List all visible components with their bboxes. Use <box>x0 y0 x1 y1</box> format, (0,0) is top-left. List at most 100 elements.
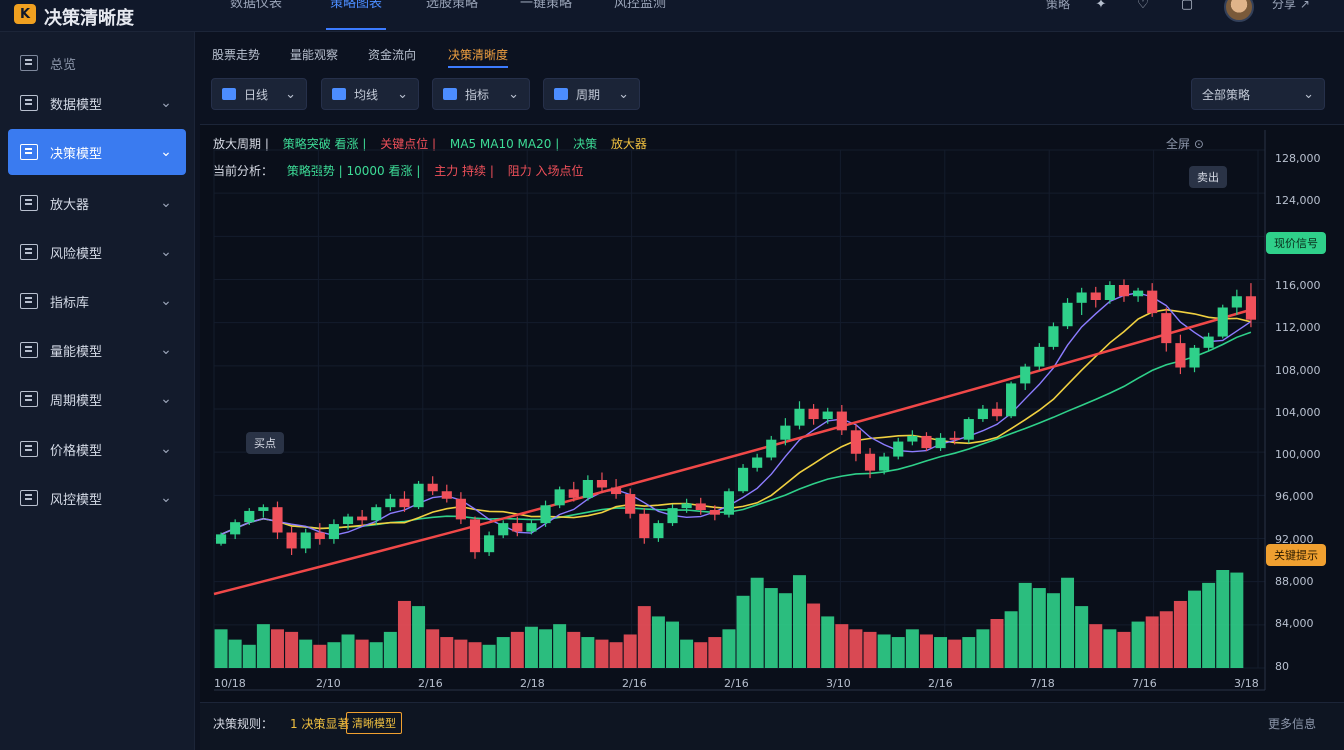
price-tick-label: 100,000 <box>1275 448 1321 462</box>
candle-body <box>512 523 523 532</box>
volume-bar <box>1046 593 1060 668</box>
volume-bar <box>637 606 651 668</box>
candle-body <box>385 498 396 508</box>
volume-bar <box>778 593 792 668</box>
nav-tab-strategy-chart[interactable]: 策略图表 <box>325 0 387 30</box>
subtab-stock-trend[interactable]: 股票走势 <box>212 48 261 62</box>
volume-bar <box>962 637 976 668</box>
candle-body <box>215 534 227 544</box>
chevron-down-icon: ⌄ <box>160 95 172 111</box>
grid-icon <box>20 95 38 111</box>
avatar[interactable] <box>1224 0 1254 22</box>
legend-item: 决策 <box>573 137 598 151</box>
volume-bar <box>468 642 482 668</box>
time-tick-label: 7/16 <box>1132 677 1157 690</box>
sidebar-item-volume-model[interactable]: 量能模型 ⌄ <box>8 327 186 373</box>
candle-body <box>667 508 678 524</box>
nav-tab-risk-monitor[interactable]: 风控监测 <box>614 0 667 11</box>
candle-body <box>893 441 904 457</box>
bottom-status-bar: 决策规则： 1 决策显著 清晰模型 更多信息 <box>200 702 1344 750</box>
legend-item: 主力 持续 | <box>434 164 494 178</box>
volume-bar <box>270 629 284 668</box>
candle-body <box>1189 347 1200 368</box>
sidebar-item-label: 风险模型 <box>50 246 103 262</box>
filter-indicator-dropdown[interactable]: 指标 ⌄ <box>432 78 530 110</box>
filter-cycle-dropdown[interactable]: 周期 ⌄ <box>543 78 640 110</box>
candle-body <box>1175 343 1186 368</box>
price-tick-label: 108,000 <box>1275 363 1321 377</box>
message-icon[interactable]: ▢ <box>1180 0 1194 12</box>
sidebar-item-cycle-model[interactable]: 周期模型 ⌄ <box>8 376 186 422</box>
home-icon <box>20 55 38 71</box>
candle-body <box>568 489 579 498</box>
buy-point-tag[interactable]: 买点 <box>246 432 284 454</box>
candle-body <box>469 519 481 553</box>
price-tick-label: 116,000 <box>1275 278 1321 292</box>
volume-bar <box>1018 582 1032 668</box>
sidebar-header[interactable]: 总览 <box>8 40 186 86</box>
candle-body <box>1076 292 1087 303</box>
volume-bar <box>567 631 581 668</box>
volume-bar <box>905 629 919 668</box>
nav-tab-data-dashboard[interactable]: 数据仪表 <box>230 0 283 11</box>
time-tick-label: 2/16 <box>622 677 647 690</box>
sidebar-item-risk-control[interactable]: 风控模型 ⌄ <box>8 475 186 521</box>
candle-body <box>879 456 890 471</box>
price-tick-label: 104,000 <box>1275 405 1321 419</box>
filter-all-strategies-dropdown[interactable]: 全部策略 ⌄ <box>1191 78 1325 110</box>
fullscreen-button[interactable]: 全屏 ⊙ <box>1166 137 1204 151</box>
volume-bar <box>651 616 665 668</box>
candle-body <box>1231 296 1242 308</box>
sidebar-item-risk-model[interactable]: 风险模型 ⌄ <box>8 229 186 275</box>
sidebar-item-price-model[interactable]: 价格模型 ⌄ <box>8 426 186 472</box>
volume-bar <box>821 616 835 668</box>
legend-item: 放大周期 | <box>213 137 269 151</box>
tools-icon[interactable]: ✦ <box>1095 0 1107 12</box>
subtab-capital-flow[interactable]: 资金流向 <box>368 48 417 62</box>
volume-bar <box>553 624 567 668</box>
candle-body <box>780 425 791 440</box>
filter-daily-dropdown[interactable]: 日线 ⌄ <box>211 78 307 110</box>
filter-label: 均线 <box>354 87 379 102</box>
candle-body <box>286 532 297 549</box>
candle-body <box>737 467 749 492</box>
model-badge[interactable]: 清晰模型 <box>346 712 402 734</box>
candle-body <box>625 494 636 514</box>
time-tick-label: 2/16 <box>418 677 443 690</box>
candle-body <box>1048 326 1059 347</box>
volume-bar <box>1089 624 1103 668</box>
candle-body <box>695 503 706 510</box>
location-icon[interactable]: ♡ <box>1137 0 1149 12</box>
strategy-menu[interactable]: 策略 <box>1046 0 1071 11</box>
chevron-down-icon: ⌄ <box>397 86 408 102</box>
volume-bar <box>1145 616 1159 668</box>
volume-bar <box>1032 588 1046 668</box>
candle-body <box>300 532 311 549</box>
sell-point-tag[interactable]: 卖出 <box>1189 166 1227 188</box>
candle-body <box>1090 292 1101 300</box>
candle-body <box>314 532 325 540</box>
sidebar-item-decision-model[interactable]: 决策模型 ⌄ <box>8 129 186 175</box>
chevron-down-icon: ⌄ <box>160 391 172 407</box>
app-title: 决策清晰度 <box>44 8 134 29</box>
price-tick-label: 128,000 <box>1275 152 1321 165</box>
subtab-volume[interactable]: 量能观察 <box>290 48 339 62</box>
sidebar-item-indicator-library[interactable]: 指标库 ⌄ <box>8 278 186 324</box>
chevron-down-icon: ⌄ <box>160 342 172 358</box>
sidebar-item-label: 数据模型 <box>50 97 103 113</box>
volume-bar <box>1159 611 1173 668</box>
more-info-link[interactable]: 更多信息 <box>1268 717 1317 731</box>
nav-tab-stock-picking[interactable]: 选股策略 <box>426 0 479 11</box>
volume-bar <box>1061 577 1075 668</box>
candle-body <box>413 483 424 508</box>
sidebar-item-amplifier[interactable]: 放大器 ⌄ <box>8 180 186 226</box>
volume-bar <box>708 637 722 668</box>
subtab-decision-clarity[interactable]: 决策清晰度 <box>448 48 509 68</box>
chevron-down-icon: ⌄ <box>1303 86 1314 102</box>
share-button[interactable]: 分享 ↗ <box>1272 0 1310 10</box>
candle-body <box>328 524 339 540</box>
sidebar-item-data-model[interactable]: 数据模型 ⌄ <box>8 80 186 126</box>
nav-tab-one-click[interactable]: 一键策略 <box>520 0 573 11</box>
filter-ma-dropdown[interactable]: 均线 ⌄ <box>321 78 419 110</box>
